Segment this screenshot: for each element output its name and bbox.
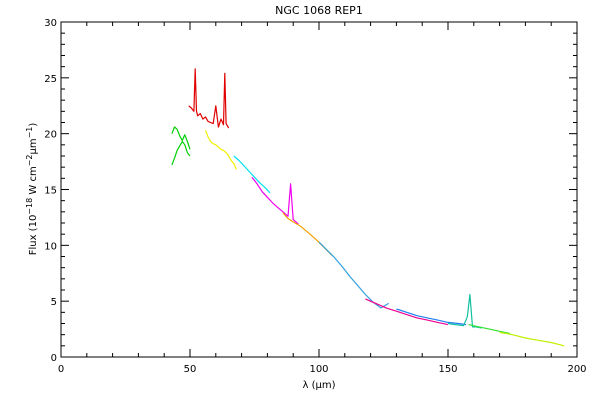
y-axis-title-exp1: −18: [25, 198, 34, 215]
y-tick-label: 10: [44, 241, 57, 252]
spectrum-segment-4: [204, 130, 237, 170]
plot-frame: [60, 21, 578, 358]
spectrum-segment-10: [396, 308, 467, 326]
spectrum-segment-1: [171, 126, 191, 150]
x-tick-label: 50: [184, 364, 197, 375]
y-axis-title-prefix: Flux (10: [28, 215, 39, 256]
spectrum-segment-6: [251, 176, 299, 225]
y-axis-title-exp2: −2: [25, 155, 34, 167]
spectrum-segment-7: [282, 212, 333, 256]
spectrum-segment-2: [171, 140, 191, 166]
y-axis-title-unit: μm: [28, 138, 39, 154]
axis-tick-labels: 0 50 100 150 200 0 5 10 15 20 25 30: [44, 18, 586, 375]
x-tick-label: 100: [309, 364, 328, 375]
y-axis-title: Flux (10−18 W cm−2μm−1): [25, 123, 39, 256]
y-tick-label: 0: [51, 353, 57, 364]
spectrum-segment-13: [499, 331, 565, 347]
y-tick-label: 20: [44, 130, 57, 141]
series-layer: [171, 68, 565, 347]
spectrum-segment-9: [365, 298, 449, 326]
y-tick-label: 5: [51, 297, 57, 308]
x-tick-label: 150: [438, 364, 457, 375]
x-tick-label: 200: [567, 364, 586, 375]
x-tick-label: 0: [58, 364, 64, 375]
axis-ticks: [60, 21, 578, 358]
spectrum-segment-3: [188, 68, 230, 129]
chart-title: NGC 1068 REP1: [275, 4, 363, 17]
y-tick-label: 25: [44, 74, 57, 85]
x-axis-title: λ (μm): [302, 380, 335, 391]
y-axis-title-suffix: ): [28, 123, 39, 127]
y-axis-title-mid: W cm: [28, 166, 39, 197]
y-tick-label: 15: [44, 186, 57, 197]
y-axis-title-exp3: −1: [25, 127, 34, 139]
spectrum-segment-11: [447, 293, 482, 329]
spectrum-segment-5: [233, 155, 271, 194]
spectrum-segment-8: [318, 241, 389, 309]
spectrum-segment-12: [468, 324, 511, 335]
y-tick-label: 30: [44, 18, 57, 29]
